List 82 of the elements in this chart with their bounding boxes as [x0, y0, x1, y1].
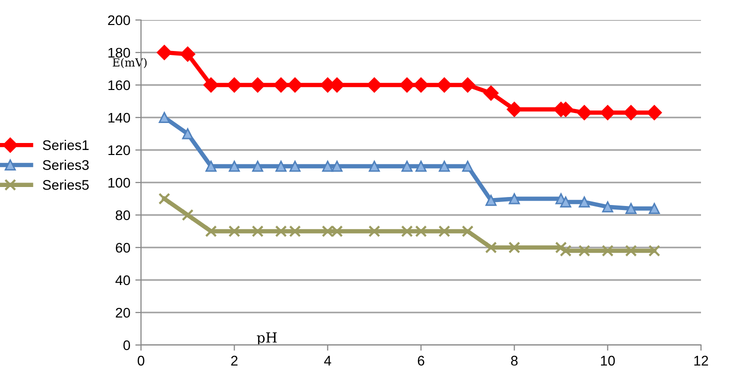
point	[368, 160, 380, 172]
x-tick-label: 12	[694, 356, 708, 366]
y-tick-label: 120	[108, 145, 130, 156]
x-tick-label: 4	[324, 356, 332, 366]
point	[576, 105, 592, 120]
point	[415, 160, 427, 172]
point	[205, 225, 217, 238]
point	[273, 77, 289, 93]
point	[205, 160, 217, 172]
point	[483, 86, 499, 101]
x-tick-label: 2	[231, 356, 238, 366]
y-axis-title: E(mV)	[112, 58, 147, 68]
point	[180, 46, 196, 62]
y-tick-label: 200	[108, 15, 130, 26]
y-tick-label: 160	[108, 80, 130, 90]
point	[275, 160, 287, 172]
point	[275, 225, 287, 238]
point	[228, 160, 240, 172]
y-tick-label: 80	[116, 210, 130, 220]
point	[436, 77, 452, 93]
point	[623, 105, 639, 120]
y-tick-label: 0	[123, 340, 130, 350]
point	[506, 102, 522, 117]
point	[401, 225, 413, 238]
x-tick-label: 10	[601, 356, 615, 366]
point	[182, 128, 194, 140]
point	[600, 105, 616, 120]
point	[203, 77, 219, 93]
point	[560, 196, 572, 208]
point	[508, 242, 520, 254]
point	[289, 225, 301, 238]
point	[322, 160, 334, 172]
point	[462, 160, 474, 172]
point	[252, 160, 264, 172]
point	[460, 77, 476, 93]
point	[250, 77, 266, 93]
x-tick-label: 6	[418, 356, 424, 366]
point	[646, 105, 662, 120]
point	[158, 192, 170, 205]
point	[368, 225, 380, 238]
legend-label: Series3	[42, 160, 89, 170]
point	[156, 44, 172, 60]
point	[560, 244, 572, 257]
point	[228, 225, 240, 238]
point	[648, 244, 660, 257]
y-tick-label: 20	[116, 308, 130, 318]
point	[602, 244, 614, 257]
x-tick-label: 8	[511, 356, 518, 366]
point	[415, 225, 427, 238]
point	[625, 244, 637, 257]
point	[462, 225, 474, 238]
y-tick-label: 100	[108, 178, 130, 188]
point	[508, 193, 520, 204]
point	[485, 194, 497, 206]
y-tick-label: 60	[116, 242, 130, 253]
point	[648, 202, 660, 214]
point	[485, 242, 497, 254]
point	[438, 225, 450, 238]
point	[578, 244, 590, 257]
legend-label: Series5	[42, 180, 89, 190]
point	[331, 160, 343, 172]
point	[401, 160, 413, 172]
y-tick-label: 180	[108, 48, 130, 58]
point	[287, 77, 303, 93]
point	[602, 201, 614, 212]
point	[438, 160, 450, 172]
point	[158, 112, 170, 124]
point	[252, 225, 264, 238]
y-tick-label: 40	[115, 275, 130, 286]
x-tick-label: 0	[138, 356, 144, 366]
point	[289, 160, 301, 172]
point	[226, 77, 242, 93]
point	[555, 242, 567, 254]
point	[578, 196, 590, 208]
x-axis-title: pH	[256, 332, 277, 346]
point	[399, 77, 415, 93]
point	[413, 77, 429, 93]
point	[625, 202, 637, 214]
legend-label: Series1	[42, 140, 89, 150]
y-tick-label: 140	[108, 112, 130, 123]
point	[182, 209, 194, 221]
point	[366, 77, 382, 93]
